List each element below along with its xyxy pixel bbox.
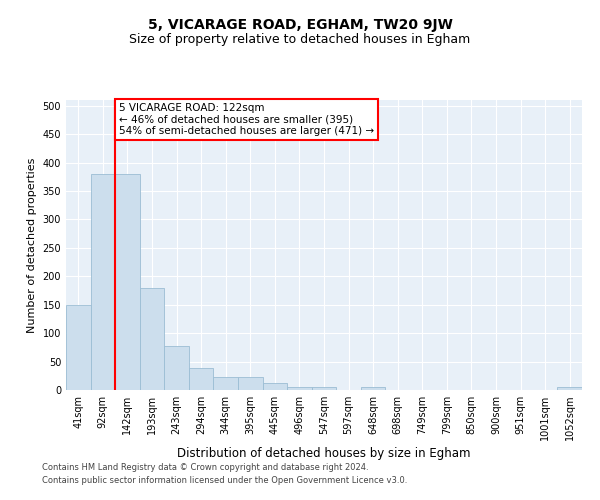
Bar — [557, 387, 582, 390]
Bar — [238, 377, 263, 390]
Bar — [189, 368, 214, 390]
Bar — [287, 386, 312, 390]
Bar — [164, 346, 189, 390]
Text: 5 VICARAGE ROAD: 122sqm
← 46% of detached houses are smaller (395)
54% of semi-d: 5 VICARAGE ROAD: 122sqm ← 46% of detache… — [119, 103, 374, 136]
Text: 5, VICARAGE ROAD, EGHAM, TW20 9JW: 5, VICARAGE ROAD, EGHAM, TW20 9JW — [148, 18, 452, 32]
Text: Size of property relative to detached houses in Egham: Size of property relative to detached ho… — [130, 32, 470, 46]
Bar — [214, 377, 238, 390]
Text: Contains HM Land Registry data © Crown copyright and database right 2024.: Contains HM Land Registry data © Crown c… — [42, 464, 368, 472]
Y-axis label: Number of detached properties: Number of detached properties — [27, 158, 37, 332]
Bar — [361, 387, 385, 390]
Bar — [312, 387, 336, 390]
Bar — [91, 174, 115, 390]
Bar — [140, 288, 164, 390]
Text: Contains public sector information licensed under the Open Government Licence v3: Contains public sector information licen… — [42, 476, 407, 485]
X-axis label: Distribution of detached houses by size in Egham: Distribution of detached houses by size … — [177, 448, 471, 460]
Bar — [66, 304, 91, 390]
Bar — [263, 383, 287, 390]
Bar — [115, 174, 140, 390]
